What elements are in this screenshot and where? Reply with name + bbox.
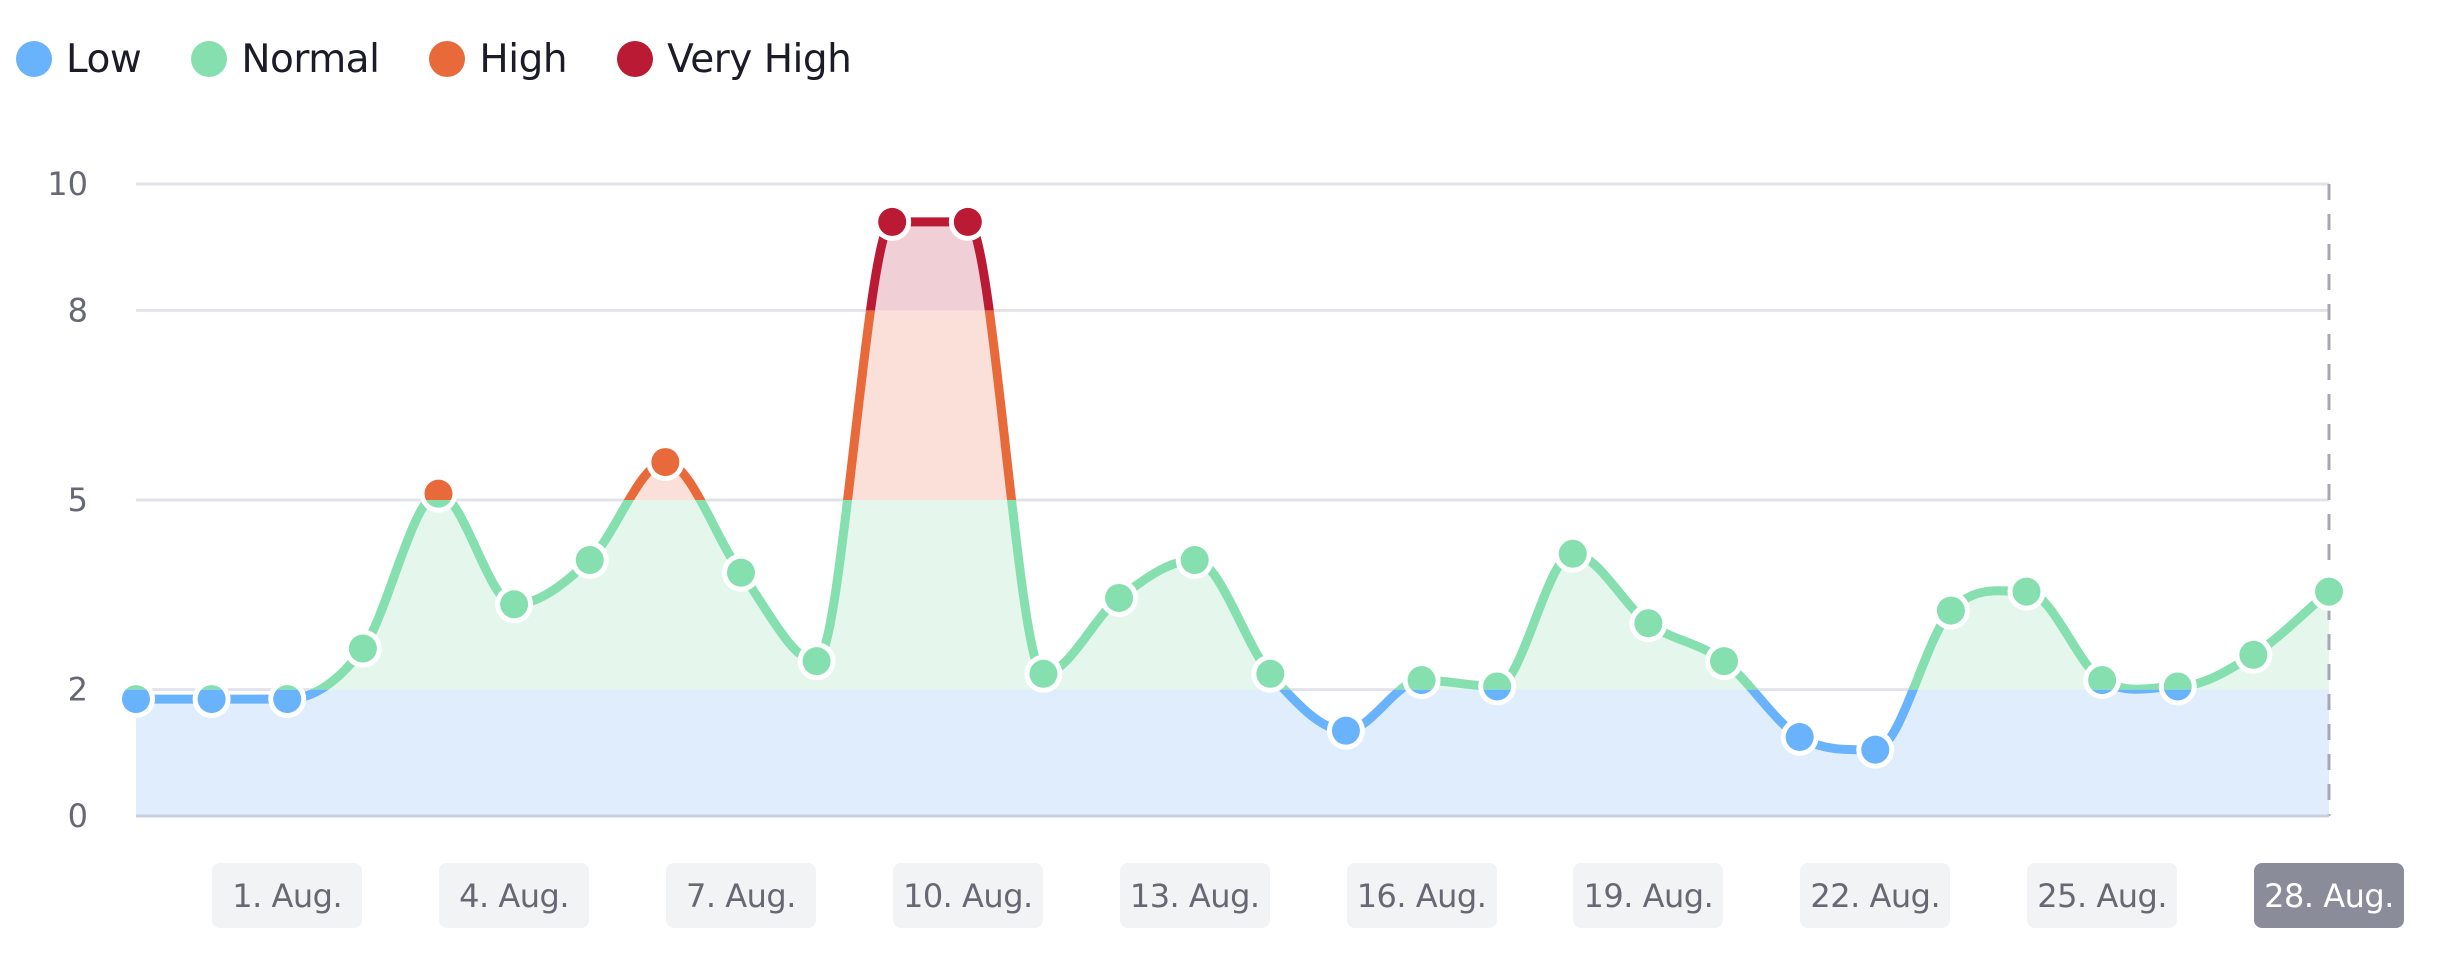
- data-point[interactable]: [2310, 572, 2348, 611]
- legend-dot-icon: [191, 41, 228, 77]
- x-tick-label: 13. Aug.: [1119, 863, 1270, 928]
- x-tick-label: 4. Aug.: [439, 863, 590, 928]
- data-point[interactable]: [192, 680, 231, 719]
- data-point[interactable]: [1402, 661, 1441, 700]
- legend-label: Very High: [667, 36, 852, 82]
- legend-item-very-high[interactable]: Very High: [617, 36, 852, 82]
- data-point[interactable]: [2083, 661, 2122, 700]
- x-tick-label: 1. Aug.: [212, 863, 363, 928]
- legend: Low Normal High Very High: [16, 30, 901, 88]
- x-tick-label: 25. Aug.: [2027, 863, 2178, 928]
- area-band-normal: [320, 500, 2329, 690]
- data-point[interactable]: [873, 202, 912, 241]
- data-point[interactable]: [1931, 591, 1970, 630]
- data-point[interactable]: [268, 680, 307, 719]
- data-point[interactable]: [646, 443, 685, 482]
- area-band-low: [136, 689, 2329, 816]
- y-tick-label: 10: [47, 165, 88, 203]
- data-point[interactable]: [343, 629, 382, 668]
- data-point[interactable]: [2234, 635, 2273, 674]
- x-tick-label: 10. Aug.: [892, 863, 1043, 928]
- y-axis: 0 2 5 8 10: [47, 165, 88, 835]
- legend-dot-icon: [429, 41, 466, 77]
- data-point[interactable]: [117, 680, 155, 719]
- legend-item-high[interactable]: High: [429, 36, 568, 82]
- data-points: [117, 202, 2348, 769]
- legend-item-low[interactable]: Low: [16, 36, 142, 82]
- data-point[interactable]: [570, 541, 609, 580]
- legend-item-normal[interactable]: Normal: [191, 36, 380, 82]
- y-tick-label: 2: [68, 671, 88, 709]
- data-point[interactable]: [721, 553, 760, 592]
- legend-dot-icon: [16, 41, 52, 77]
- y-tick-label: 0: [68, 797, 88, 835]
- legend-label: High: [479, 36, 568, 82]
- data-point[interactable]: [1175, 541, 1214, 580]
- data-point[interactable]: [1478, 667, 1517, 706]
- x-tick-label: 16. Aug.: [1346, 863, 1497, 928]
- legend-dot-icon: [617, 41, 654, 77]
- data-point[interactable]: [2007, 572, 2046, 611]
- y-tick-label: 8: [68, 291, 88, 329]
- data-point[interactable]: [1553, 534, 1592, 573]
- area-band-very-high: [870, 221, 990, 311]
- data-point[interactable]: [2158, 667, 2197, 706]
- x-tick-label: 7. Aug.: [665, 863, 816, 928]
- data-point[interactable]: [1024, 654, 1063, 693]
- y-tick-label: 5: [68, 481, 88, 519]
- data-point[interactable]: [495, 585, 534, 624]
- data-point[interactable]: [1705, 642, 1744, 681]
- data-point[interactable]: [1856, 730, 1895, 769]
- x-tick-label: 28. Aug.: [2254, 863, 2404, 928]
- x-tick-label: 22. Aug.: [1800, 863, 1951, 928]
- data-point[interactable]: [948, 202, 987, 241]
- data-point[interactable]: [1326, 711, 1365, 750]
- data-point[interactable]: [797, 642, 836, 681]
- legend-label: Low: [66, 36, 142, 82]
- data-point[interactable]: [1780, 718, 1819, 756]
- data-point[interactable]: [1251, 654, 1290, 693]
- data-point[interactable]: [1100, 578, 1139, 617]
- data-point[interactable]: [1629, 604, 1668, 643]
- x-tick-label: 19. Aug.: [1573, 863, 1724, 928]
- legend-label: Normal: [241, 36, 380, 82]
- data-point[interactable]: [419, 474, 458, 513]
